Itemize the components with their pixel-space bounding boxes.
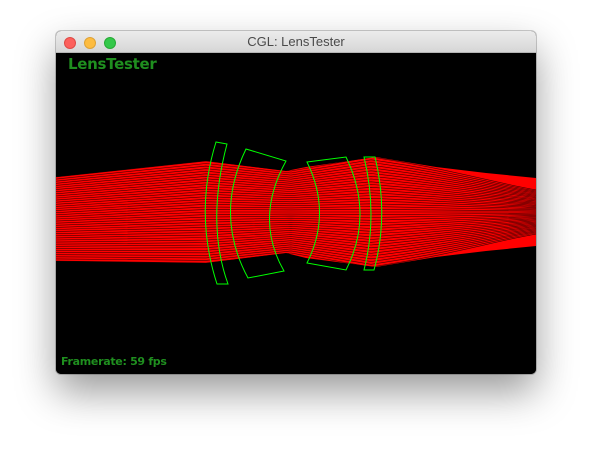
- close-icon[interactable]: [64, 37, 76, 49]
- ray-line: [56, 175, 536, 198]
- ray-line: [56, 230, 536, 260]
- render-viewport[interactable]: LensTester Framerate: 59 fps: [56, 53, 536, 374]
- ray-line: [56, 232, 536, 265]
- app-window: CGL: LensTester LensTester Framerate: 59…: [56, 31, 536, 374]
- ray-line: [56, 231, 536, 262]
- ray-line: [56, 226, 536, 249]
- zoom-icon[interactable]: [104, 37, 116, 49]
- ray-line: [56, 162, 536, 193]
- ray-line: [56, 186, 536, 203]
- ray-line: [56, 233, 536, 268]
- ray-line: [56, 221, 536, 239]
- ray-line: [56, 164, 536, 194]
- ray-line: [56, 220, 536, 237]
- ray-line: [56, 229, 536, 257]
- ray-line: [56, 222, 536, 241]
- ray-line: [56, 181, 536, 201]
- ray-line: [56, 178, 536, 199]
- ray-line: [56, 184, 536, 202]
- ray-line: [56, 159, 536, 192]
- ray-line: [56, 192, 536, 205]
- framerate-label: Framerate: 59 fps: [61, 355, 167, 368]
- ray-line: [56, 189, 536, 204]
- lens-scene: [56, 141, 536, 285]
- ray-line: [56, 173, 536, 197]
- lens-element-2: [230, 148, 287, 279]
- ray-line: [56, 228, 536, 254]
- ray-line: [56, 223, 536, 243]
- ray-line: [56, 167, 536, 195]
- ray-line: [56, 225, 536, 246]
- ray-bundle: [56, 156, 536, 268]
- lens-element-1: [204, 141, 229, 285]
- ray-line: [56, 195, 536, 207]
- window-title: CGL: LensTester: [247, 34, 345, 49]
- title-bar[interactable]: CGL: LensTester: [56, 31, 536, 53]
- ray-line: [56, 197, 536, 209]
- ray-line: [56, 219, 536, 234]
- lens-element-3: [306, 156, 361, 271]
- minimize-icon[interactable]: [84, 37, 96, 49]
- lens-group: [204, 141, 383, 285]
- ray-line: [56, 227, 536, 251]
- app-label: LensTester: [68, 55, 157, 73]
- lens-element-4: [363, 156, 383, 271]
- ray-line: [56, 170, 536, 196]
